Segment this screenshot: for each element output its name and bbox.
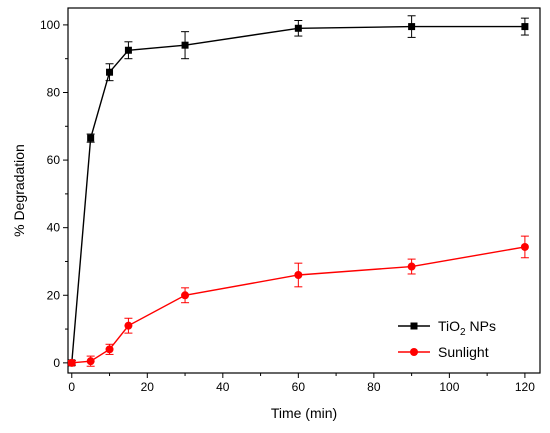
plot-frame <box>67 7 541 374</box>
data-point-sunlight <box>181 291 190 300</box>
legend-label-sunlight: Sunlight <box>438 344 489 360</box>
legend-label-tio2-nps: TiO2 NPs <box>438 318 496 338</box>
x-tick-label: 80 <box>367 380 381 394</box>
legend-item-sunlight: Sunlight <box>398 344 489 360</box>
x-tick-label: 120 <box>515 380 535 394</box>
x-tick-label: 100 <box>439 380 459 394</box>
y-tick-label: 40 <box>47 221 61 235</box>
x-tick-label: 40 <box>216 380 230 394</box>
data-point-tio2-nps <box>294 24 302 32</box>
data-point-sunlight <box>520 242 529 251</box>
y-tick-label: 80 <box>47 85 61 99</box>
data-point-tio2-nps <box>181 41 189 49</box>
legend: TiO2 NPs Sunlight <box>398 318 496 360</box>
data-point-tio2-nps <box>106 68 114 76</box>
data-point-sunlight <box>124 321 133 330</box>
legend-marker-tio2-nps <box>410 322 418 330</box>
data-point-sunlight <box>294 270 303 279</box>
x-axis-title: Time (min) <box>271 405 337 421</box>
y-tick-label: 60 <box>47 153 61 167</box>
data-point-tio2-nps <box>521 23 529 31</box>
data-point-tio2-nps <box>408 23 416 31</box>
x-tick-label: 0 <box>68 380 75 394</box>
data-point-sunlight <box>67 358 76 367</box>
data-point-sunlight <box>407 262 416 271</box>
y-tick-label: 20 <box>47 288 61 302</box>
data-point-tio2-nps <box>87 134 95 142</box>
data-point-sunlight <box>86 357 95 366</box>
y-tick-label: 0 <box>53 356 60 370</box>
x-tick-label: 20 <box>141 380 155 394</box>
series-tio2-nps <box>67 15 529 367</box>
y-axis-title: % Degradation <box>11 144 27 237</box>
series-line-tio2-nps <box>71 25 525 363</box>
data-point-tio2-nps <box>124 46 132 54</box>
x-tick-label: 60 <box>292 380 306 394</box>
legend-item-tio2-nps: TiO2 NPs <box>398 318 496 338</box>
y-tick-label: 100 <box>40 18 60 32</box>
data-point-sunlight <box>105 345 114 354</box>
series-sunlight <box>67 235 529 367</box>
legend-marker-sunlight <box>410 348 418 356</box>
